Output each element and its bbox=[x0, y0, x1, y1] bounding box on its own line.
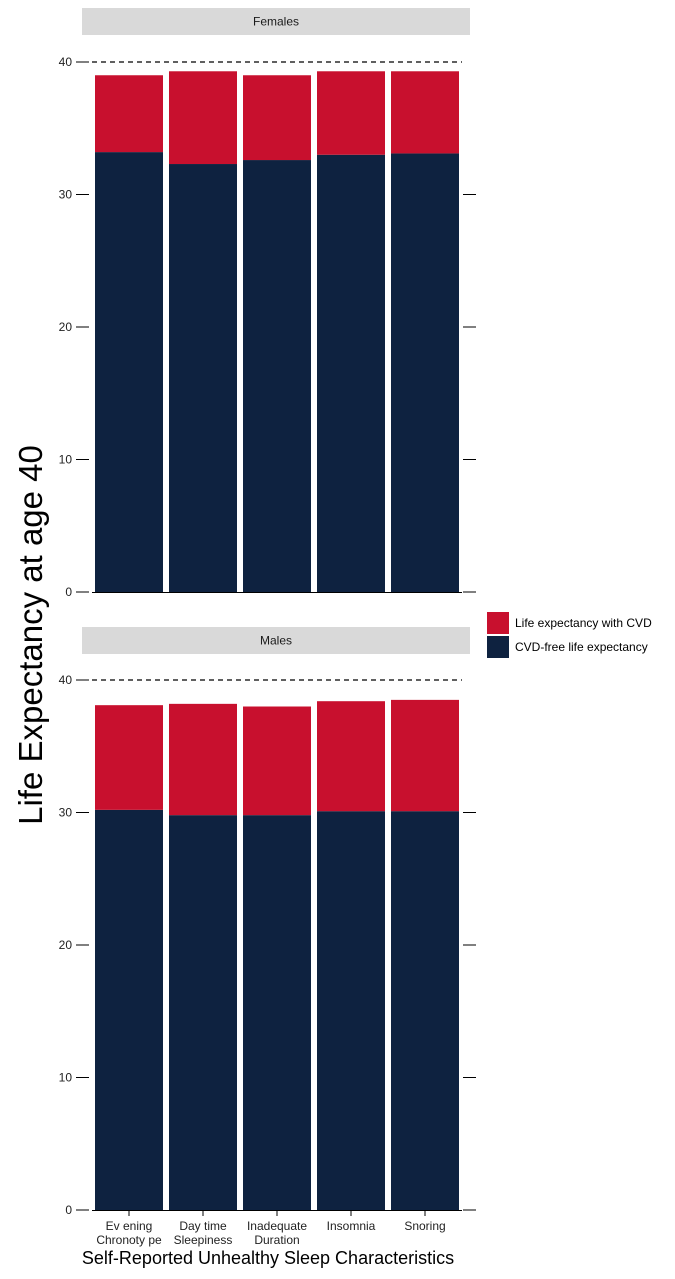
bar-cvd-free bbox=[391, 153, 459, 593]
legend-label: CVD-free life expectancy bbox=[515, 640, 648, 654]
legend-swatch bbox=[487, 636, 509, 658]
y-tick-label: 20 bbox=[59, 320, 73, 334]
x-tick-label: Insomnia bbox=[327, 1219, 376, 1233]
panel-title: Females bbox=[253, 15, 299, 29]
x-tick-label: Snoring bbox=[404, 1219, 445, 1233]
bar-cvd-free bbox=[317, 154, 385, 592]
bar-with-cvd bbox=[169, 71, 237, 165]
legend-swatch bbox=[487, 612, 509, 634]
bar-with-cvd bbox=[391, 71, 459, 154]
y-tick-label: 20 bbox=[59, 938, 73, 952]
y-tick-label: 30 bbox=[59, 188, 73, 202]
bar-with-cvd bbox=[391, 699, 459, 812]
bar-cvd-free bbox=[95, 152, 163, 592]
legend: Life expectancy with CVD CVD-free life ex… bbox=[487, 612, 652, 658]
x-tick-label: Chronoty pe bbox=[96, 1233, 162, 1247]
y-tick-label: 10 bbox=[59, 1071, 73, 1085]
y-tick-label: 10 bbox=[59, 453, 73, 467]
bar-with-cvd bbox=[243, 75, 311, 161]
bar-cvd-free bbox=[95, 809, 163, 1210]
panels: Females 0 10 20 30 40 Males 0 10 20 30 40 Ev eningCh… bbox=[59, 8, 476, 1247]
y-tick-label: 40 bbox=[59, 673, 73, 687]
panel-strip bbox=[82, 8, 470, 35]
bar-cvd-free bbox=[243, 815, 311, 1210]
bar-with-cvd bbox=[169, 703, 237, 816]
panel-title: Males bbox=[260, 634, 292, 648]
y-tick-label: 0 bbox=[65, 1203, 72, 1217]
y-tick-label: 30 bbox=[59, 806, 73, 820]
y-tick-label: 40 bbox=[59, 55, 73, 69]
bar-with-cvd bbox=[95, 75, 163, 153]
bar-cvd-free bbox=[169, 164, 237, 592]
bar-with-cvd bbox=[317, 701, 385, 812]
bar-with-cvd bbox=[317, 71, 385, 155]
bar-with-cvd bbox=[243, 706, 311, 816]
panel-strip bbox=[82, 627, 470, 654]
panel-females: Females 0 10 20 30 40 bbox=[59, 8, 476, 599]
y-axis-label: Life Expectancy at age 40 bbox=[12, 445, 49, 825]
x-tick-label: Day time bbox=[179, 1219, 227, 1233]
x-tick-label: Ev ening bbox=[106, 1219, 153, 1233]
x-tick-label: Duration bbox=[254, 1233, 299, 1247]
x-tick-label: Sleepiness bbox=[174, 1233, 233, 1247]
bar-cvd-free bbox=[317, 811, 385, 1210]
legend-label: Life expectancy with CVD bbox=[515, 616, 652, 630]
bar-cvd-free bbox=[169, 815, 237, 1210]
x-axis-label: Self-Reported Unhealthy Sleep Characteri… bbox=[82, 1248, 454, 1268]
bar-with-cvd bbox=[95, 705, 163, 810]
y-tick-label: 0 bbox=[65, 585, 72, 599]
bar-cvd-free bbox=[391, 811, 459, 1210]
bar-cvd-free bbox=[243, 160, 311, 593]
x-tick-label: Inadequate bbox=[247, 1219, 307, 1233]
